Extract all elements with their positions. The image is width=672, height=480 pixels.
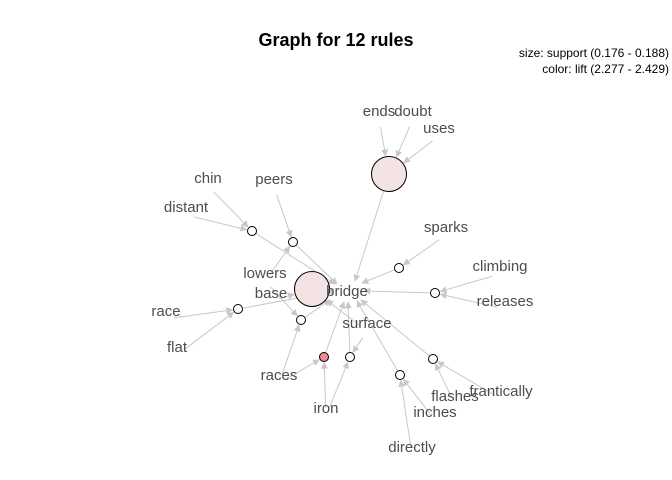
edge-races-to-r8 <box>281 324 301 376</box>
item-label-bridge: bridge <box>326 283 368 300</box>
rule-node-r7 <box>233 304 243 314</box>
item-label-sparks: sparks <box>424 219 468 236</box>
edge-r12-to-bridge <box>360 299 430 357</box>
edge-ends-to-r1 <box>379 126 389 157</box>
rule-node-r1 <box>371 156 407 192</box>
edge-distant-to-r2 <box>193 216 248 232</box>
edge-chin-to-r2 <box>213 191 249 228</box>
edge-uses-to-r1 <box>403 140 433 164</box>
rule-node-r4 <box>294 271 330 307</box>
edge-iron-to-r9 <box>320 361 328 409</box>
rule-node-r12 <box>428 354 438 364</box>
edge-r10-to-bridge <box>344 301 352 353</box>
edge-r3-to-bridge <box>295 244 338 285</box>
item-label-uses: uses <box>423 120 455 137</box>
item-label-races: races <box>261 367 298 384</box>
edge-sparks-to-r5 <box>402 239 440 266</box>
legend-color: color: lift (2.277 - 2.429) <box>542 62 669 76</box>
edge-directly-to-r11 <box>398 379 412 448</box>
edge-surface-to-r4 <box>326 299 361 327</box>
edge-races-to-r9 <box>285 359 320 380</box>
rule-node-r3 <box>288 237 298 247</box>
item-label-ends: ends <box>363 103 396 120</box>
item-label-lowers: lowers <box>243 265 286 282</box>
rule-node-r2 <box>247 226 257 236</box>
item-label-chin: chin <box>194 170 222 187</box>
edge-releases-to-r6 <box>439 292 498 308</box>
edge-r8-to-bridge <box>304 299 331 318</box>
edges-layer <box>173 126 498 448</box>
edge-r6-to-bridge <box>363 287 431 295</box>
item-label-surface: surface <box>342 315 391 332</box>
item-label-base: base <box>255 285 288 302</box>
edge-climbing-to-r6 <box>439 275 493 294</box>
edge-lowers-to-r3 <box>269 245 291 275</box>
item-label-releases: releases <box>477 293 534 310</box>
edge-surface-to-r10 <box>352 337 364 353</box>
item-label-directly: directly <box>388 439 436 456</box>
item-label-frantically: frantically <box>469 383 533 400</box>
legend-size: size: support (0.176 - 0.188) <box>519 46 669 60</box>
edge-flat-to-r7 <box>183 311 235 351</box>
rule-nodes-layer <box>233 156 440 380</box>
item-label-race: race <box>151 303 180 320</box>
edge-peers-to-r3 <box>276 194 293 238</box>
item-label-doubt: doubt <box>394 103 432 120</box>
item-label-flat: flat <box>167 339 188 356</box>
item-label-climbing: climbing <box>472 258 527 275</box>
edge-frantically-to-r12 <box>437 361 495 396</box>
edge-race-to-r7 <box>173 307 234 319</box>
edge-r9-to-bridge <box>325 301 346 353</box>
rule-node-r10 <box>345 352 355 362</box>
item-label-peers: peers <box>255 171 293 188</box>
edge-r1-to-bridge <box>353 190 385 282</box>
rule-node-r11 <box>395 370 405 380</box>
item-label-flashes: flashes <box>431 388 479 405</box>
rule-node-r8 <box>296 315 306 325</box>
edge-doubt-to-r1 <box>395 126 411 158</box>
rule-node-r9 <box>319 352 329 362</box>
item-label-inches: inches <box>413 404 456 421</box>
edge-inches-to-r11 <box>402 378 431 414</box>
edge-r5-to-bridge <box>361 269 396 284</box>
item-label-iron: iron <box>313 400 338 417</box>
edge-lowers-to-r8 <box>270 286 298 317</box>
edge-flashes-to-r12 <box>434 363 452 398</box>
item-label-distant: distant <box>164 199 209 216</box>
rule-node-r6 <box>430 288 440 298</box>
edge-r11-to-bridge <box>356 300 399 372</box>
rule-node-r5 <box>394 263 404 273</box>
graph-title: Graph for 12 rules <box>258 30 413 50</box>
edge-iron-to-r10 <box>328 361 349 409</box>
